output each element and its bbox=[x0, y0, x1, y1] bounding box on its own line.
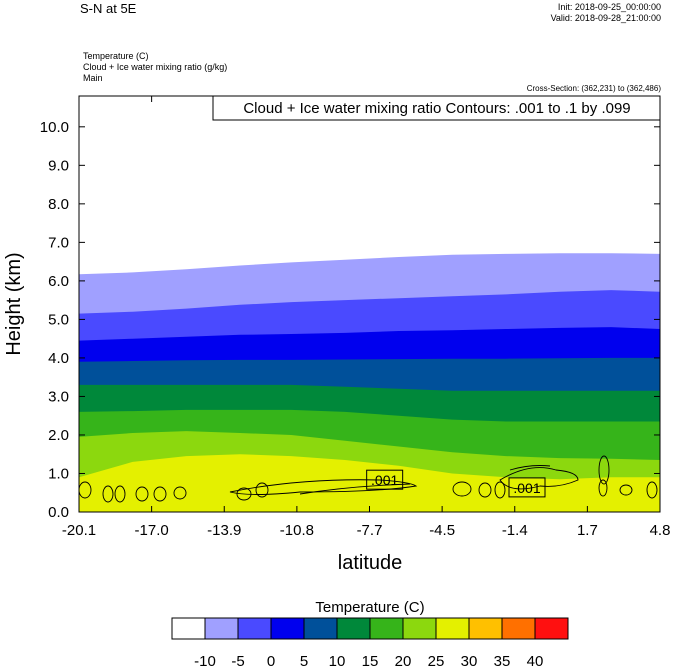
x-tick-label: -10.8 bbox=[280, 522, 314, 539]
contour-line bbox=[499, 467, 579, 490]
colorbar-label: 25 bbox=[428, 653, 445, 668]
y-tick-label: 5.0 bbox=[48, 311, 69, 328]
colorbar-swatch bbox=[171, 617, 206, 640]
colorbar-swatch bbox=[270, 617, 305, 640]
colorbar-swatch bbox=[369, 617, 404, 640]
colorbar-swatch bbox=[402, 617, 437, 640]
x-tick-label: 4.8 bbox=[650, 522, 671, 539]
colorbar-label: 10 bbox=[329, 653, 346, 668]
warm-pocket bbox=[212, 460, 310, 473]
cross-section-label: Cross-Section: (362,231) to (362,486) bbox=[526, 84, 661, 93]
colorbar-label: 0 bbox=[267, 653, 275, 668]
colorbar-swatch bbox=[237, 617, 272, 640]
y-tick-label: 9.0 bbox=[48, 157, 69, 174]
x-tick-label: 1.7 bbox=[577, 522, 598, 539]
contour-level-box bbox=[366, 469, 404, 490]
y-tick-label: 10.0 bbox=[40, 119, 69, 136]
init-time: Init: 2018-09-25_00:00:00 bbox=[557, 2, 661, 12]
colorbar-title: Temperature (C) bbox=[315, 599, 424, 616]
contour-label-box bbox=[212, 95, 661, 121]
contour-line bbox=[114, 485, 126, 503]
contour-line bbox=[478, 482, 492, 498]
colorbar-swatch bbox=[534, 617, 569, 640]
colorbar-label: 5 bbox=[300, 653, 308, 668]
y-axis-label: Height (km) bbox=[3, 252, 25, 355]
contour-line bbox=[452, 481, 472, 497]
y-tick-label: 2.0 bbox=[48, 427, 69, 444]
contour-line bbox=[255, 482, 269, 498]
colorbar-swatch bbox=[468, 617, 503, 640]
y-tick-label: 8.0 bbox=[48, 196, 69, 213]
x-tick-label: -20.1 bbox=[62, 522, 96, 539]
colorbar-label: 20 bbox=[395, 653, 412, 668]
contour-line bbox=[619, 484, 633, 496]
colorbar-swatch bbox=[204, 617, 239, 640]
y-tick-label: 6.0 bbox=[48, 273, 69, 290]
contour-line bbox=[135, 486, 149, 502]
variable-main: Main bbox=[83, 73, 103, 83]
contour-line bbox=[509, 465, 551, 471]
warm-pocket bbox=[425, 456, 442, 462]
colorbar-label: 40 bbox=[527, 653, 544, 668]
colorbar-swatch bbox=[501, 617, 536, 640]
plot-title: S-N at 5E bbox=[80, 1, 137, 16]
variable-temperature: Temperature (C) bbox=[83, 51, 149, 61]
variable-cloud-ice: Cloud + Ice water mixing ratio (g/kg) bbox=[83, 62, 228, 72]
valid-time: Valid: 2018-09-28_21:00:00 bbox=[550, 13, 661, 23]
contour-line bbox=[598, 455, 610, 485]
x-tick-label: -17.0 bbox=[135, 522, 169, 539]
y-tick-label: 0.0 bbox=[48, 504, 69, 521]
x-tick-label: -4.5 bbox=[429, 522, 455, 539]
contour-line bbox=[173, 486, 187, 500]
contour-line bbox=[153, 486, 167, 502]
y-tick-label: 3.0 bbox=[48, 388, 69, 405]
contour-level-label: .001 bbox=[371, 472, 398, 488]
y-tick-label: 1.0 bbox=[48, 465, 69, 482]
contour-line bbox=[229, 479, 418, 495]
x-axis-label: latitude bbox=[338, 552, 403, 574]
colorbar-label: -5 bbox=[231, 653, 244, 668]
contour-line bbox=[646, 481, 658, 499]
colorbar-swatch bbox=[435, 617, 470, 640]
contour-label: Cloud + Ice water mixing ratio Contours:… bbox=[243, 100, 630, 117]
y-tick-label: 7.0 bbox=[48, 234, 69, 251]
x-tick-label: -7.7 bbox=[357, 522, 383, 539]
colorbar-label: -10 bbox=[194, 653, 216, 668]
colorbar-label: 30 bbox=[461, 653, 478, 668]
contour-line bbox=[598, 479, 608, 497]
contour-line bbox=[102, 485, 114, 503]
x-tick-label: -1.4 bbox=[502, 522, 528, 539]
colorbar-label: 35 bbox=[494, 653, 511, 668]
x-tick-label: -13.9 bbox=[207, 522, 241, 539]
colorbar-swatch bbox=[303, 617, 338, 640]
contour-level-box bbox=[508, 477, 546, 498]
colorbar-swatch bbox=[336, 617, 371, 640]
contour-line bbox=[299, 483, 411, 495]
contour-level-label: .001 bbox=[513, 480, 540, 496]
y-tick-label: 4.0 bbox=[48, 350, 69, 367]
contour-line bbox=[494, 481, 506, 499]
colorbar-label: 15 bbox=[362, 653, 379, 668]
